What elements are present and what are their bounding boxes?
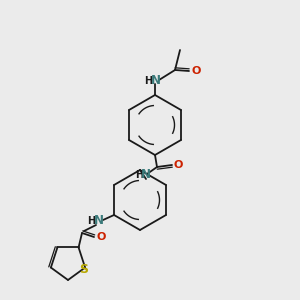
Text: N: N [94,214,104,227]
Text: O: O [174,160,183,170]
Text: O: O [96,232,105,242]
Text: N: N [141,169,151,182]
Text: H: H [87,216,95,226]
Text: H: H [144,76,152,86]
Text: O: O [191,66,200,76]
Text: H: H [135,170,143,180]
Text: N: N [151,74,161,88]
Text: S: S [80,263,88,276]
